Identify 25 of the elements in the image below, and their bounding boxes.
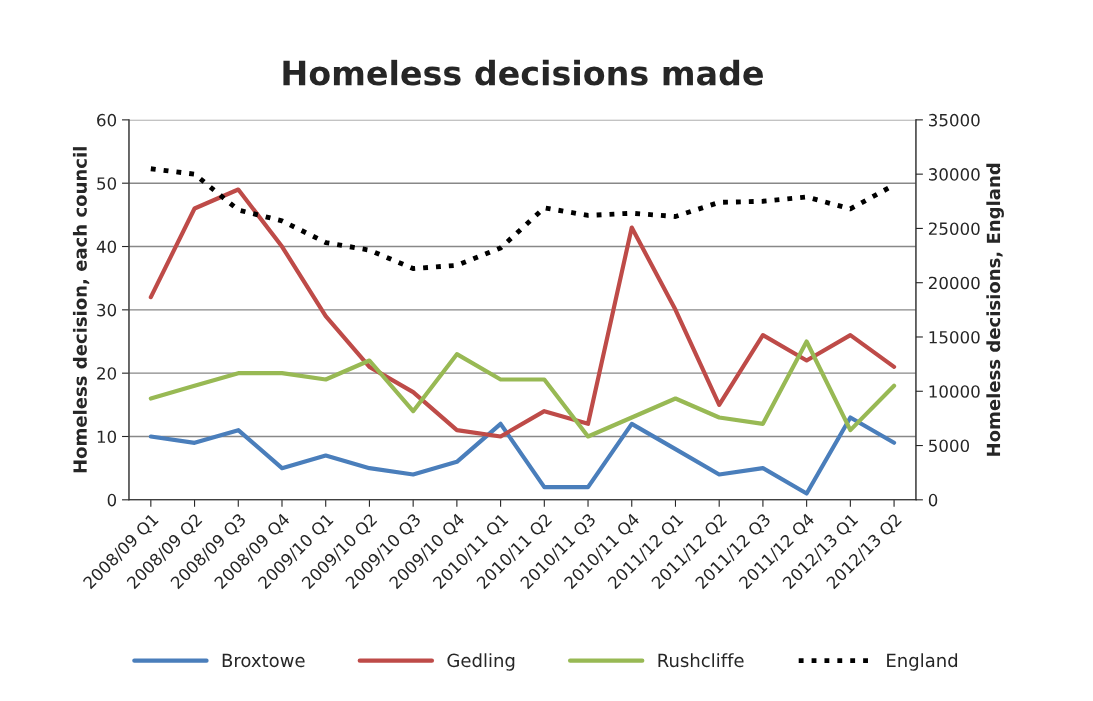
y2-tick-label: 10000 [929, 385, 980, 398]
y2-tick-label: 20000 [928, 276, 980, 290]
y-tick-label: 10 [97, 430, 117, 444]
y2-axis-title: Homeless decisions, England [986, 163, 1004, 456]
y2-tick-label: 5000 [929, 439, 970, 453]
y-tick-label: 0 [107, 493, 117, 507]
chart-title: Homeless decisions made [283, 59, 763, 86]
y-tick-label: 60 [97, 113, 117, 127]
legend-label: Broxtowe [222, 653, 305, 668]
y2-tick-label: 35000 [929, 113, 980, 127]
y2-tick-label: 25000 [928, 222, 980, 235]
y-tick-label: 20 [97, 367, 117, 380]
y-tick-label: 50 [97, 177, 117, 190]
line-series [148, 415, 897, 496]
y2-tick-label: 0 [928, 493, 938, 507]
y2-tick-label: 30000 [929, 168, 980, 181]
legend-label: Gedling [447, 653, 515, 671]
y-tick-label: 30 [97, 303, 117, 317]
line-series [148, 339, 897, 439]
y-tick-label: 40 [96, 240, 117, 254]
y-axis-title: Homeless decision, each council [72, 147, 90, 473]
line-series [148, 187, 897, 439]
y2-tick-label: 15000 [929, 330, 980, 344]
legend-label: England [887, 653, 958, 671]
legend-label: Rushcliffe [658, 653, 744, 668]
